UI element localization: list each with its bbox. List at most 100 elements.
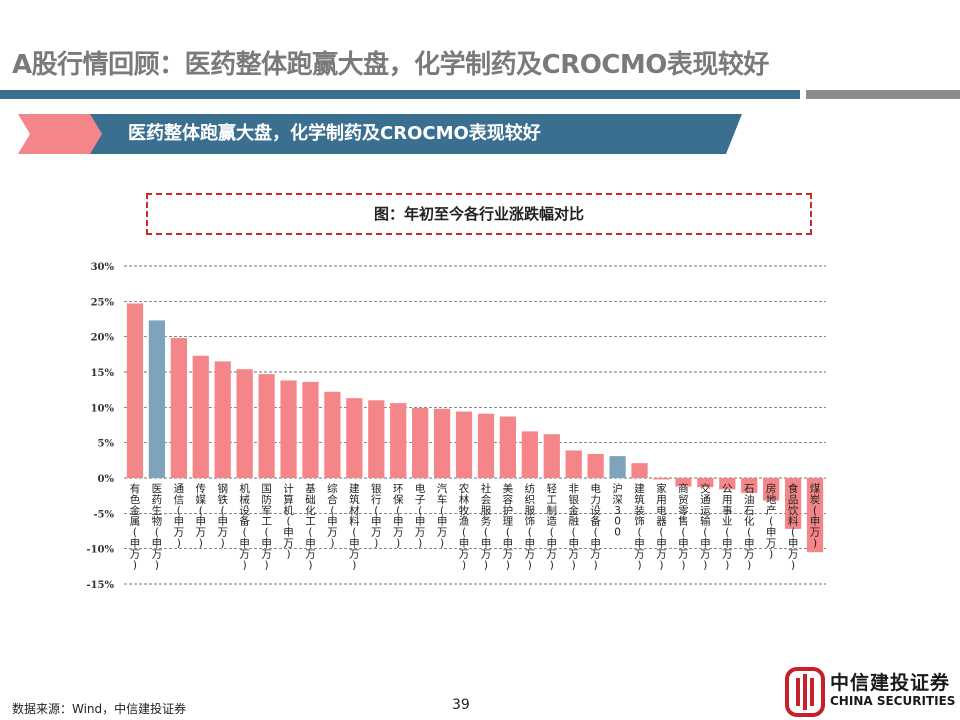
logo-name-en: CHINA SECURITIES	[830, 694, 956, 708]
svg-text:0: 0	[614, 516, 621, 528]
svg-text:): )	[265, 559, 269, 571]
svg-text:合: 合	[327, 493, 338, 506]
svg-text:万: 万	[503, 548, 514, 560]
svg-text:申: 申	[656, 537, 667, 550]
svg-text:工: 工	[547, 494, 558, 506]
svg-text:生: 生	[152, 504, 163, 517]
bar	[455, 411, 473, 478]
svg-text:万: 万	[678, 548, 689, 560]
svg-text:电: 电	[415, 482, 426, 495]
svg-text:电: 电	[656, 504, 667, 517]
svg-text:(: (	[769, 516, 773, 528]
svg-text:): )	[418, 538, 422, 550]
svg-text:物: 物	[152, 515, 163, 528]
svg-text:材: 材	[349, 504, 360, 517]
svg-text:(: (	[462, 527, 466, 539]
logo-name-cn: 中信建投证券	[830, 672, 951, 694]
svg-text:(: (	[155, 527, 159, 539]
svg-text:轻: 轻	[547, 482, 558, 495]
svg-text:(: (	[352, 527, 356, 539]
svg-text:(: (	[374, 505, 378, 517]
banner-text: 医药整体跑赢大盘，化学制药及CROCMO表现较好	[128, 123, 541, 144]
svg-text:申: 申	[305, 537, 316, 550]
svg-text:万: 万	[437, 527, 448, 539]
svg-text:售: 售	[678, 515, 689, 528]
bar	[543, 434, 560, 478]
svg-text:): )	[747, 559, 751, 571]
svg-text:护: 护	[503, 504, 514, 517]
svg-text:饮: 饮	[788, 504, 799, 517]
bar	[477, 413, 495, 478]
y-tick-label: 15%	[91, 368, 115, 379]
svg-text:事: 事	[722, 504, 733, 517]
svg-text:): )	[462, 559, 466, 571]
bar	[346, 398, 363, 478]
svg-text:): )	[637, 559, 641, 571]
y-tick-label: -10%	[86, 545, 114, 556]
svg-text:钢: 钢	[217, 482, 228, 495]
svg-text:申: 申	[810, 515, 821, 528]
x-tick-label: 电子(申万)	[415, 482, 426, 550]
bar	[697, 478, 714, 488]
svg-text:(: (	[637, 527, 641, 539]
svg-text:): )	[484, 559, 488, 571]
svg-text:申: 申	[788, 537, 799, 550]
svg-text:(: (	[221, 505, 225, 517]
svg-text:万: 万	[174, 527, 185, 539]
svg-text:综: 综	[327, 482, 338, 495]
svg-text:(: (	[703, 527, 707, 539]
x-tick-label: 房地产(申万)	[766, 482, 777, 560]
svg-text:械: 械	[239, 493, 250, 506]
svg-text:纺: 纺	[525, 482, 536, 495]
svg-text:输: 输	[700, 515, 711, 528]
svg-text:(: (	[747, 527, 751, 539]
svg-text:食: 食	[788, 482, 799, 495]
svg-text:): )	[659, 559, 663, 571]
svg-text:万: 万	[744, 548, 755, 560]
bar	[741, 478, 758, 493]
bar	[784, 478, 802, 529]
data-source: 数据来源：Wind，中信建投证券	[12, 702, 187, 716]
svg-text:万: 万	[130, 548, 141, 560]
y-tick-label: 0%	[98, 474, 115, 485]
svg-text:申: 申	[634, 537, 645, 550]
bar	[412, 408, 429, 478]
svg-text:机: 机	[239, 482, 250, 495]
svg-text:饰: 饰	[634, 515, 645, 528]
svg-text:属: 属	[130, 516, 141, 528]
bar	[324, 391, 341, 478]
svg-text:): )	[374, 538, 378, 550]
bar-chart: 30%25%20%15%10%5%0%-5%-10%-15%有色金属(申万)医药…	[86, 262, 826, 591]
svg-text:万: 万	[700, 548, 711, 560]
svg-text:(: (	[177, 505, 181, 517]
svg-text:(: (	[550, 527, 554, 539]
bar	[126, 303, 144, 478]
x-tick-label: 汽车(申万)	[437, 482, 448, 550]
bar	[631, 463, 648, 478]
svg-text:电: 电	[590, 482, 601, 495]
bar	[719, 478, 736, 490]
y-tick-label: -15%	[86, 580, 114, 591]
svg-text:万: 万	[590, 548, 601, 560]
svg-text:非: 非	[568, 483, 579, 495]
svg-text:0: 0	[614, 527, 621, 539]
svg-text:万: 万	[722, 548, 733, 560]
svg-text:交: 交	[700, 482, 711, 495]
svg-text:申: 申	[437, 515, 448, 528]
svg-text:万: 万	[525, 548, 536, 560]
svg-text:): )	[286, 548, 290, 560]
svg-text:): )	[506, 559, 510, 571]
chart-title: 图：年初至今各行业涨跌幅对比	[146, 193, 812, 235]
svg-text:): )	[440, 538, 444, 550]
company-logo: 中信建投证券 CHINA SECURITIES	[780, 664, 960, 720]
title-rule-gray	[806, 90, 960, 99]
y-tick-label: 30%	[91, 262, 115, 273]
